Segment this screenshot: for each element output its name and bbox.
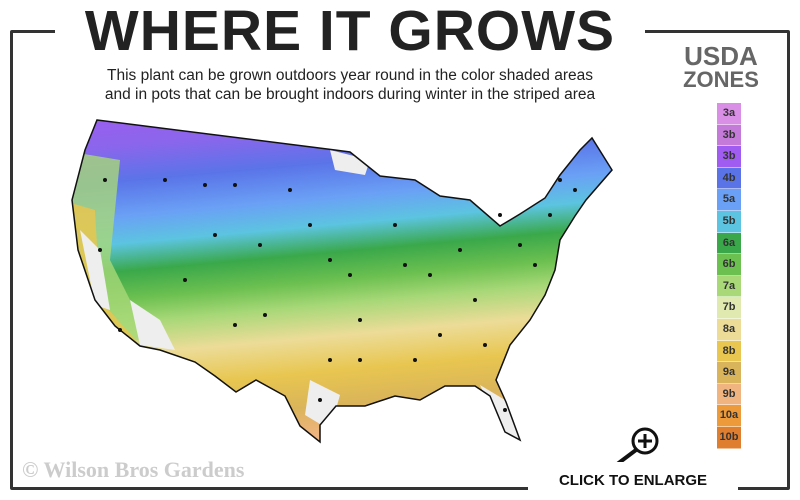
page-title: WHERE IT GROWS	[55, 0, 645, 62]
city-dot	[213, 233, 217, 237]
city-dot	[318, 398, 322, 402]
city-dot	[438, 333, 442, 337]
subtitle-line-2: and in pots that can be brought indoors …	[104, 86, 596, 103]
legend-zone-4b: 4b	[717, 167, 741, 190]
city-dot	[328, 258, 332, 262]
city-dot	[503, 408, 507, 412]
city-dot	[358, 358, 362, 362]
city-dot	[103, 178, 107, 182]
legend-title-zones: ZONES	[683, 67, 759, 92]
legend-zone-5a: 5a	[717, 189, 741, 211]
city-dot	[358, 318, 362, 322]
legend-zone-6a: 6a	[717, 232, 741, 255]
click-to-enlarge-button[interactable]: CLICK TO ENLARGE	[528, 462, 738, 500]
legend-zone-10b: 10b	[717, 426, 741, 449]
city-dot	[308, 223, 312, 227]
magnifier-plus-icon[interactable]	[608, 425, 668, 469]
city-dot	[233, 183, 237, 187]
city-dot	[203, 183, 207, 187]
legend-zone-9b: 9b	[717, 383, 741, 406]
city-dots	[98, 178, 577, 412]
city-dot	[233, 323, 237, 327]
city-dot	[533, 263, 537, 267]
city-dot	[288, 188, 292, 192]
city-dot	[263, 313, 267, 317]
legend-zone-6b: 6b	[717, 254, 741, 276]
city-dot	[118, 328, 122, 332]
legend-zone-9a: 9a	[717, 362, 741, 384]
city-dot	[498, 213, 502, 217]
city-dot	[558, 178, 562, 182]
zone-legend: 3a 3b 3b 4b 5a 5b 6a 6b 7a 7b 8a 8b 9a 9b 10a 10b	[717, 103, 741, 449]
city-dot	[328, 358, 332, 362]
city-dot	[348, 273, 352, 277]
city-dot	[183, 278, 187, 282]
legend-title-usda: USDA	[684, 41, 758, 71]
city-dot	[518, 243, 522, 247]
legend-zone-3b: 3b	[717, 146, 741, 168]
city-dot	[98, 248, 102, 252]
subtitle-line-1: This plant can be grown outdoors year ro…	[107, 67, 593, 84]
city-dot	[393, 223, 397, 227]
legend-zone-7b: 7b	[717, 297, 741, 319]
legend-zone-8a: 8a	[717, 318, 741, 341]
city-dot	[548, 213, 552, 217]
city-dot	[413, 358, 417, 362]
city-dot	[573, 188, 577, 192]
legend-zone-3b: 3b	[717, 124, 741, 147]
city-dot	[428, 273, 432, 277]
legend-zone-10a: 10a	[717, 405, 741, 427]
legend-zone-3a: 3a	[717, 103, 741, 125]
city-dot	[483, 343, 487, 347]
city-dot	[163, 178, 167, 182]
legend-title: USDA ZONES	[656, 41, 786, 92]
copyright: © Wilson Bros Gardens	[22, 457, 245, 482]
city-dot	[403, 263, 407, 267]
legend-zone-8b: 8b	[717, 340, 741, 363]
city-dot	[473, 298, 477, 302]
subtitle: This plant can be grown outdoors year ro…	[40, 66, 660, 104]
city-dot	[258, 243, 262, 247]
legend-zone-5b: 5b	[717, 210, 741, 233]
legend-zone-7a: 7a	[717, 275, 741, 298]
city-dot	[458, 248, 462, 252]
